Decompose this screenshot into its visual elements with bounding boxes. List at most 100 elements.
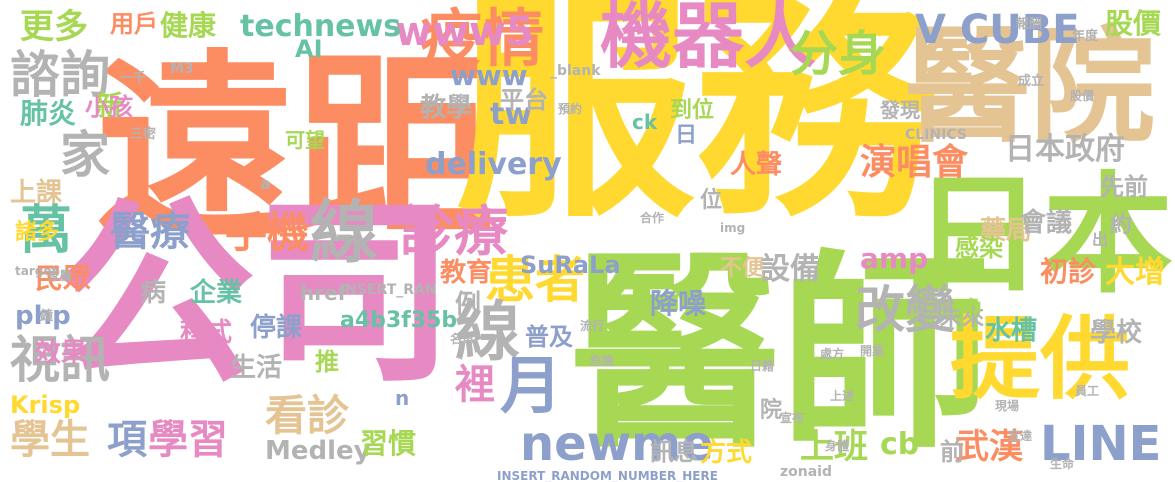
cloud-word-98: 出	[1092, 230, 1109, 249]
cloud-word-66: 停課	[250, 313, 303, 343]
cloud-word-37: 上班	[800, 427, 868, 467]
cloud-word-20: 視訊	[10, 331, 110, 389]
cloud-word-www5-29: www5	[395, 9, 534, 55]
cloud-word-ck-94: ck	[632, 110, 658, 134]
cloud-word-a-97: a	[260, 174, 271, 193]
cloud-word-113: 報酬	[1016, 17, 1043, 32]
cloud-word-3: 公司	[55, 178, 456, 411]
cloud-word-www-31: www	[450, 59, 528, 92]
cloud-word-121: 危險	[590, 354, 615, 368]
cloud-word-krisp-81: Krisp	[10, 391, 81, 419]
cloud-word-clinics-101: CLINICS	[905, 127, 967, 143]
cloud-word-8: 疫情	[420, 2, 545, 75]
cloud-word-href-95: href	[300, 281, 347, 305]
cloud-word-50: 肺炎	[20, 97, 77, 130]
cloud-word-0: 遠距	[95, 33, 496, 266]
cloud-word-88: 院	[760, 398, 783, 423]
cloud-word-48: 健康	[160, 9, 217, 42]
cloud-word-124: 宣布	[780, 411, 805, 425]
cloud-word-126: 宣達	[1008, 429, 1033, 443]
cloud-word-19: 萬	[20, 201, 73, 261]
cloud-word-120: 名單	[450, 332, 475, 346]
cloud-word-78: 前	[940, 438, 964, 466]
cloud-word-45: 推	[315, 348, 339, 376]
cloud-word-blank-102: _blank	[550, 63, 601, 79]
cloud-word-61: 學校	[1090, 318, 1143, 348]
cloud-word-122: 流行	[580, 319, 605, 333]
cloud-word-amp-40: amp	[860, 242, 929, 275]
cloud-word-18: 諮詢	[10, 46, 110, 104]
cloud-word-11: 醫療	[110, 209, 190, 255]
cloud-word-129: 員工	[1075, 384, 1100, 398]
cloud-word-127: 上述	[830, 389, 855, 403]
cloud-word-12: 手機	[225, 208, 310, 257]
cloud-word-115: 處方	[820, 347, 845, 361]
cloud-word-72: 病	[140, 278, 167, 308]
cloud-word-65: 程式	[180, 318, 233, 348]
cloud-word-25: 項	[107, 417, 147, 463]
cloud-word-111: 股價	[1070, 89, 1095, 103]
cloud-word-medley-43: Medley	[265, 436, 371, 466]
cloud-word-delivery-33: delivery	[425, 147, 562, 182]
cloud-word-line-27: LINE	[1040, 416, 1162, 472]
cloud-word-insert-random-number-here-99: INSERT_RANDOM_NUMBER_HERE	[497, 469, 718, 482]
cloud-word-23: 學習	[148, 417, 228, 463]
cloud-word-16: 月	[500, 349, 563, 422]
cloud-word-zonaid-104: zonaid	[780, 464, 833, 480]
cloud-word-63: 降噪	[650, 287, 707, 320]
cloud-word-117: 生命	[1050, 457, 1075, 471]
cloud-word-110: 成立	[1018, 74, 1045, 89]
cloud-word-cb-39: cb	[880, 427, 920, 462]
cloud-word-24: 學生	[10, 417, 90, 463]
cloud-word-93: 發現	[880, 98, 920, 122]
cloud-word-36: 裡	[455, 362, 495, 408]
cloud-word-14: 患者	[485, 251, 585, 309]
cloud-word-123: 開業	[860, 344, 885, 358]
cloud-word-83: 可望	[285, 128, 325, 152]
cloud-word-44: 習慣	[360, 427, 417, 460]
cloud-word-10: 診療	[400, 200, 508, 263]
cloud-word-109: 鐘	[40, 309, 54, 324]
cloud-word-9: 線	[310, 194, 379, 273]
cloud-word-52: 民眾	[35, 262, 92, 295]
cloud-word-21: 家	[60, 126, 110, 184]
cloud-word-70: 人聲	[730, 150, 783, 180]
cloud-word-74: 例	[455, 290, 482, 320]
cloud-word-m3-106: M3	[170, 61, 194, 77]
cloud-word-114: 預約	[558, 102, 583, 116]
cloud-word-87: 日	[675, 123, 698, 148]
cloud-word-76: 方式	[700, 438, 753, 468]
cloud-word-47: 更多	[20, 7, 88, 47]
cloud-word-technews-30: technews	[240, 9, 402, 44]
cloud-word-118: 身體	[825, 439, 850, 453]
cloud-word-7: 提供	[950, 307, 1130, 412]
cloud-word-46: 股價	[1105, 7, 1162, 40]
cloud-word-91: 中	[960, 298, 983, 323]
cloud-word-38: 武漢	[955, 427, 1023, 467]
cloud-word-86: 到位	[670, 98, 715, 123]
cloud-word-116: 合作	[640, 211, 665, 225]
cloud-word-51: 上課	[10, 178, 63, 208]
cloud-word-73: 教育	[440, 258, 493, 288]
cloud-word-85: 位	[700, 188, 723, 213]
cloud-word-a4b3f35b-42: a4b3f35b	[340, 308, 458, 333]
cloud-word-80: 小孩	[85, 93, 133, 121]
cloud-word-22: 看診	[265, 391, 350, 440]
cloud-word-6: 機器人	[600, 0, 817, 78]
cloud-word-79: 先前	[1100, 173, 1148, 201]
cloud-word-4: 醫院	[905, 15, 1155, 160]
cloud-word-5: 日本	[912, 159, 1173, 311]
cloud-word-128: 現場	[995, 399, 1020, 413]
cloud-word-92: 不便	[720, 256, 765, 281]
cloud-word-75: 普及	[525, 323, 573, 351]
cloud-word-tw-32: tw	[490, 97, 533, 132]
cloud-word-57: 會議	[1020, 208, 1073, 238]
cloud-word-2: 醫師	[570, 232, 991, 477]
cloud-word-49: 用戶	[110, 10, 158, 38]
cloud-word-59: 初診	[1040, 255, 1097, 288]
cloud-word-84: 諸多	[15, 220, 60, 245]
cloud-word-13: 分身	[790, 26, 887, 82]
cloud-word-68: 教學	[420, 93, 473, 123]
cloud-word-108: 三密	[130, 127, 157, 142]
